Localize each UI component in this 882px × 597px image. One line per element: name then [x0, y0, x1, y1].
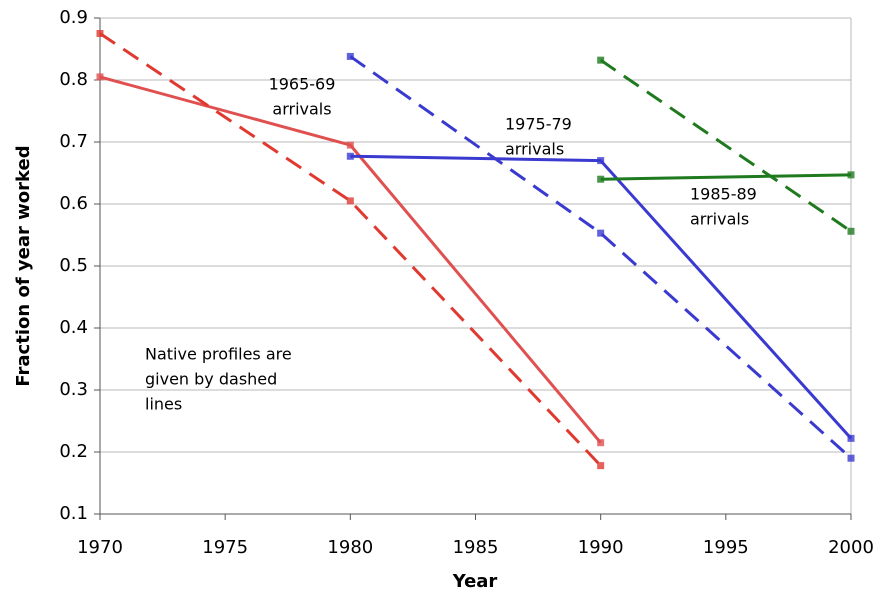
x-tick-label: 1980 [327, 537, 373, 558]
point-marker [96, 30, 104, 37]
point-marker [346, 197, 354, 205]
annotation: 1965-69 [269, 75, 336, 94]
y-tick-label: 0.8 [59, 69, 88, 90]
y-axis-title: Fraction of year worked [13, 145, 34, 386]
x-axis-title: Year [452, 571, 498, 592]
series-line [350, 154, 853, 440]
point-marker [847, 434, 855, 442]
annotation: Native profiles are [145, 345, 292, 364]
series-line [599, 58, 852, 233]
annotation: arrivals [690, 210, 749, 229]
x-tick-label: 2000 [828, 537, 874, 558]
series-line [99, 32, 602, 467]
point-marker [847, 171, 855, 179]
point-marker [346, 152, 354, 160]
point-marker [346, 52, 354, 60]
series-line [600, 173, 852, 181]
y-tick-label: 0.6 [59, 193, 88, 214]
x-tick-label: 1975 [202, 537, 248, 558]
annotation: given by dashed [145, 370, 277, 389]
point-marker [597, 229, 605, 237]
point-marker [96, 73, 104, 81]
point-marker [597, 157, 605, 165]
y-tick-label: 0.2 [59, 441, 88, 462]
annotation: arrivals [272, 100, 331, 119]
y-tick-label: 0.7 [59, 131, 88, 152]
y-tick-label: 0.1 [59, 503, 88, 524]
point-marker [847, 454, 855, 462]
y-tick-label: 0.5 [59, 255, 88, 276]
y-tick-label: 0.4 [59, 317, 88, 338]
point-marker [597, 439, 605, 447]
annotation: 1985-89 [690, 185, 757, 204]
point-marker [597, 56, 605, 64]
y-tick-label: 0.3 [59, 379, 88, 400]
x-tick-label: 1990 [578, 537, 624, 558]
x-tick-label: 1985 [453, 537, 499, 558]
y-tick-label: 0.9 [59, 7, 88, 28]
annotation: arrivals [505, 140, 564, 159]
point-marker [847, 227, 855, 235]
x-tick-label: 1970 [77, 537, 123, 558]
x-tick-label: 1995 [703, 537, 749, 558]
annotation: lines [145, 395, 182, 414]
annotation: 1975-79 [505, 115, 572, 134]
point-marker [346, 141, 354, 149]
point-marker [597, 462, 605, 470]
point-marker [597, 175, 605, 183]
series-line [349, 55, 853, 460]
